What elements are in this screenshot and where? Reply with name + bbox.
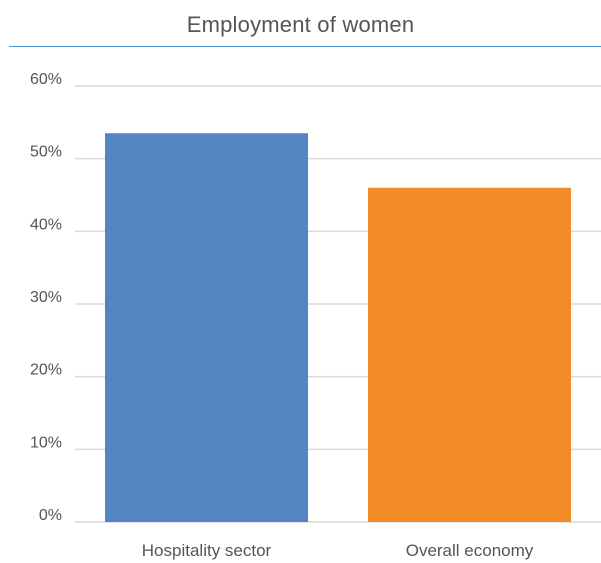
- y-axis-ticks: 0% 10% 20% 30% 40% 50% 60%: [30, 71, 62, 524]
- bar-overall-economy: [368, 187, 571, 522]
- y-tick-label: 30%: [30, 289, 62, 306]
- y-tick-label: 20%: [30, 362, 62, 379]
- y-tick-label: 0%: [39, 507, 62, 524]
- x-category-label: Hospitality sector: [142, 541, 272, 560]
- chart-title: Employment of women: [186, 12, 415, 37]
- y-tick-label: 60%: [30, 71, 62, 88]
- y-tick-label: 40%: [30, 216, 62, 233]
- y-tick-label: 10%: [30, 434, 62, 451]
- title-divider: [9, 46, 601, 47]
- x-category-label: Overall economy: [406, 541, 534, 560]
- bars: [105, 133, 571, 522]
- x-axis-labels: Hospitality sector Overall economy: [142, 541, 534, 560]
- bar-hospitality-sector: [105, 133, 308, 522]
- y-tick-label: 50%: [30, 144, 62, 161]
